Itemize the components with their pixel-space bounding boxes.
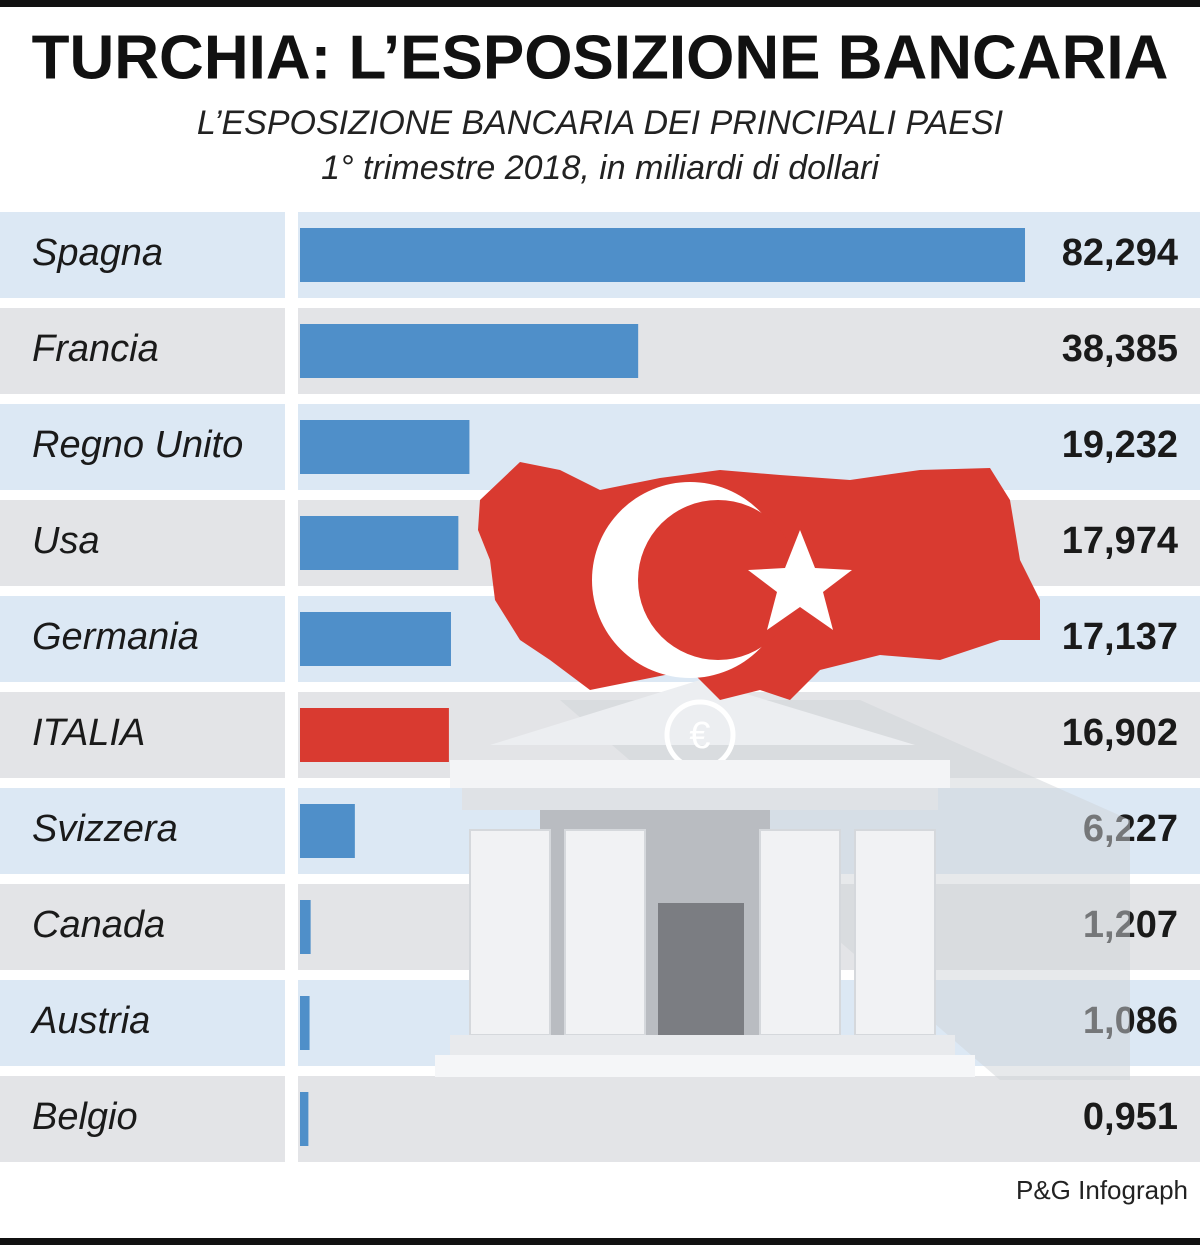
category-label: Germania (32, 616, 199, 658)
category-label: Regno Unito (32, 424, 243, 466)
row-label-bg (0, 308, 285, 394)
bar (300, 324, 639, 378)
row-label-bg (0, 692, 285, 778)
bar (300, 228, 1026, 282)
bank-illustration: € (435, 680, 1130, 1080)
bar (300, 900, 311, 954)
bar (300, 612, 451, 666)
row-label-bg (0, 1076, 285, 1162)
bar (300, 996, 310, 1050)
bar (300, 708, 449, 762)
bar (300, 804, 355, 858)
value-label: 38,385 (1062, 328, 1178, 370)
row-bar-bg (298, 1076, 1200, 1162)
category-label: Austria (30, 1000, 150, 1042)
bar (300, 516, 459, 570)
top-rule (0, 0, 1200, 7)
value-label: 82,294 (1062, 232, 1178, 274)
turkey-flag-map (478, 462, 1040, 700)
row-label-bg (0, 500, 285, 586)
category-label: Belgio (32, 1096, 138, 1138)
category-label: Francia (32, 328, 159, 370)
subtitle: 1° trimestre 2018, in miliardi di dollar… (321, 149, 880, 187)
value-label: 17,974 (1062, 520, 1178, 562)
row-label-bg (0, 404, 285, 490)
row-label-bg (0, 788, 285, 874)
row-label-bg (0, 596, 285, 682)
category-label: Canada (32, 904, 165, 946)
bar (300, 420, 470, 474)
source: P&G Infograph (1016, 1175, 1188, 1205)
value-label: 19,232 (1062, 424, 1178, 466)
svg-text:€: € (689, 715, 710, 757)
row-label-bg (0, 980, 285, 1066)
row-label-bg (0, 884, 285, 970)
category-label: ITALIA (32, 712, 145, 754)
value-label: 17,137 (1062, 616, 1178, 658)
category-label: Svizzera (32, 808, 178, 850)
bottom-rule (0, 1238, 1200, 1245)
category-label: Spagna (32, 232, 163, 274)
value-label: 0,951 (1083, 1096, 1178, 1138)
category-label: Usa (32, 520, 100, 562)
chart-title: TURCHIA: L’ESPOSIZIONE BANCARIA (32, 23, 1169, 92)
bar (300, 1092, 309, 1146)
row-label-bg (0, 212, 285, 298)
value-label: 16,902 (1062, 712, 1178, 754)
subtitle: L’ESPOSIZIONE BANCARIA DEI PRINCIPALI PA… (197, 104, 1004, 142)
